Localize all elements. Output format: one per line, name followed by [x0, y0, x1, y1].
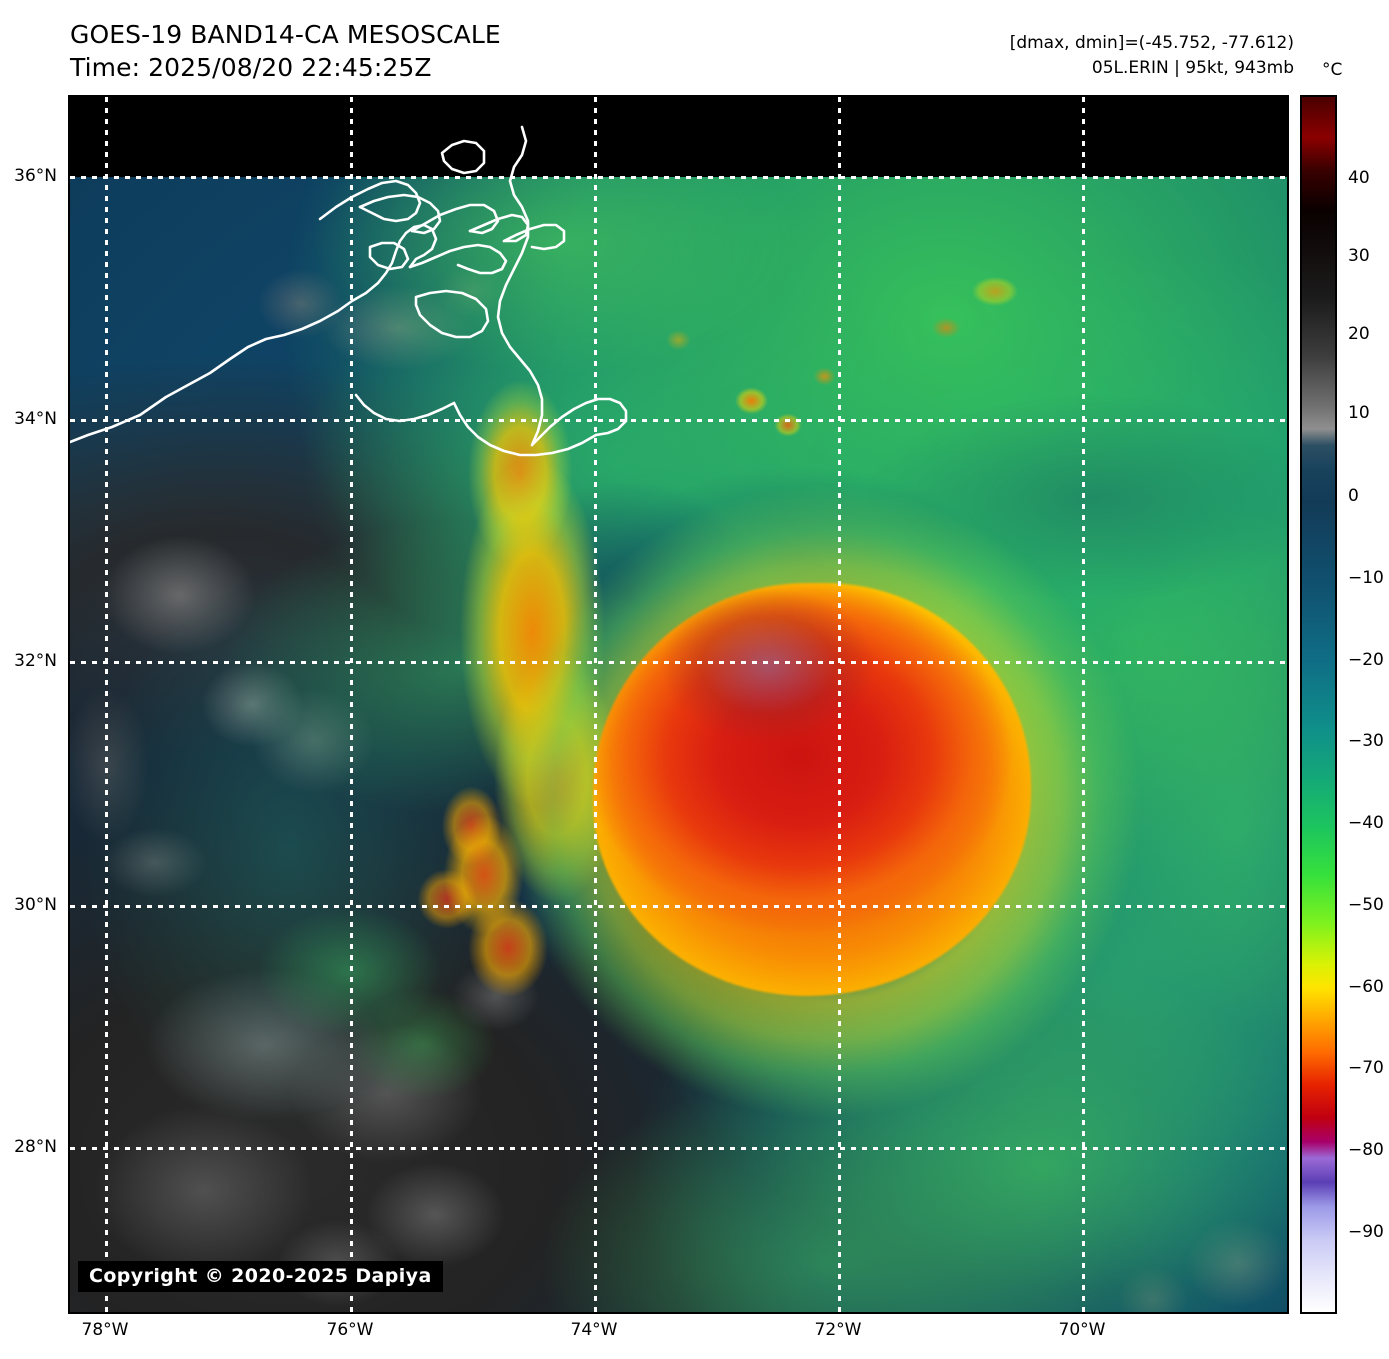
colorbar-tick-0: 0 — [1348, 486, 1359, 506]
colorbar-tick-m40: −40 — [1348, 813, 1384, 833]
lat-tick-36n: 36°N — [14, 166, 57, 186]
gridline-lon-74w — [594, 97, 597, 1312]
colorbar-tick-m80: −80 — [1348, 1140, 1384, 1160]
colorbar-tick-40: 40 — [1348, 168, 1370, 188]
header-right: [dmax, dmin]=(-45.752, -77.612) 05L.ERIN… — [1010, 31, 1294, 81]
colorbar-tick-m90: −90 — [1348, 1222, 1384, 1242]
gridline-lon-78w — [105, 97, 108, 1312]
colorbar-tick-m10: −10 — [1348, 568, 1384, 588]
lon-tick-70w: 70°W — [1058, 1320, 1106, 1340]
page-title: GOES-19 BAND14-CA MESOSCALE — [70, 20, 501, 49]
lat-tick-28n: 28°N — [14, 1137, 57, 1157]
colorbar-tick-m50: −50 — [1348, 895, 1384, 915]
gridline-lat-30n — [70, 905, 1287, 908]
lon-tick-78w: 78°W — [81, 1320, 129, 1340]
colorbar-tick-30: 30 — [1348, 246, 1370, 266]
copyright-watermark: Copyright © 2020-2025 Dapiya — [78, 1261, 443, 1292]
lon-tick-72w: 72°W — [814, 1320, 862, 1340]
lon-tick-74w: 74°W — [570, 1320, 618, 1340]
lon-tick-76w: 76°W — [326, 1320, 374, 1340]
colorbar-unit-label: °C — [1322, 60, 1343, 80]
colorbar-tick-m30: −30 — [1348, 731, 1384, 751]
colorbar-tick-m70: −70 — [1348, 1058, 1384, 1078]
satellite-image-plot[interactable]: Copyright © 2020-2025 Dapiya — [68, 95, 1289, 1314]
gridline-lat-34n — [70, 419, 1287, 422]
colorbar-tick-m20: −20 — [1348, 650, 1384, 670]
lat-tick-30n: 30°N — [14, 895, 57, 915]
storm-info-annotation: 05L.ERIN | 95kt, 943mb — [1091, 58, 1294, 78]
header-left: GOES-19 BAND14-CA MESOSCALE Time: 2025/0… — [70, 18, 770, 84]
colorbar-tick-m60: −60 — [1348, 977, 1384, 997]
gridline-lat-36n — [70, 176, 1287, 179]
no-data-band — [70, 97, 1287, 177]
data-range-annotation: [dmax, dmin]=(-45.752, -77.612) — [1009, 33, 1294, 53]
overshooting-tops-layer — [70, 97, 1287, 1312]
plot-clip: Copyright © 2020-2025 Dapiya — [70, 97, 1287, 1312]
colorbar-tick-10: 10 — [1348, 403, 1370, 423]
gridline-lat-32n — [70, 661, 1287, 664]
timestamp-line: Time: 2025/08/20 22:45:25Z — [70, 53, 432, 82]
gridline-lon-76w — [350, 97, 353, 1312]
lat-tick-32n: 32°N — [14, 651, 57, 671]
colorbar-gradient — [1302, 97, 1335, 1312]
colorbar-tick-20: 20 — [1348, 324, 1370, 344]
colorbar[interactable] — [1300, 95, 1337, 1314]
gridline-lon-70w — [1082, 97, 1085, 1312]
gridline-lat-28n — [70, 1147, 1287, 1150]
lat-tick-34n: 34°N — [14, 409, 57, 429]
gridline-lon-72w — [838, 97, 841, 1312]
